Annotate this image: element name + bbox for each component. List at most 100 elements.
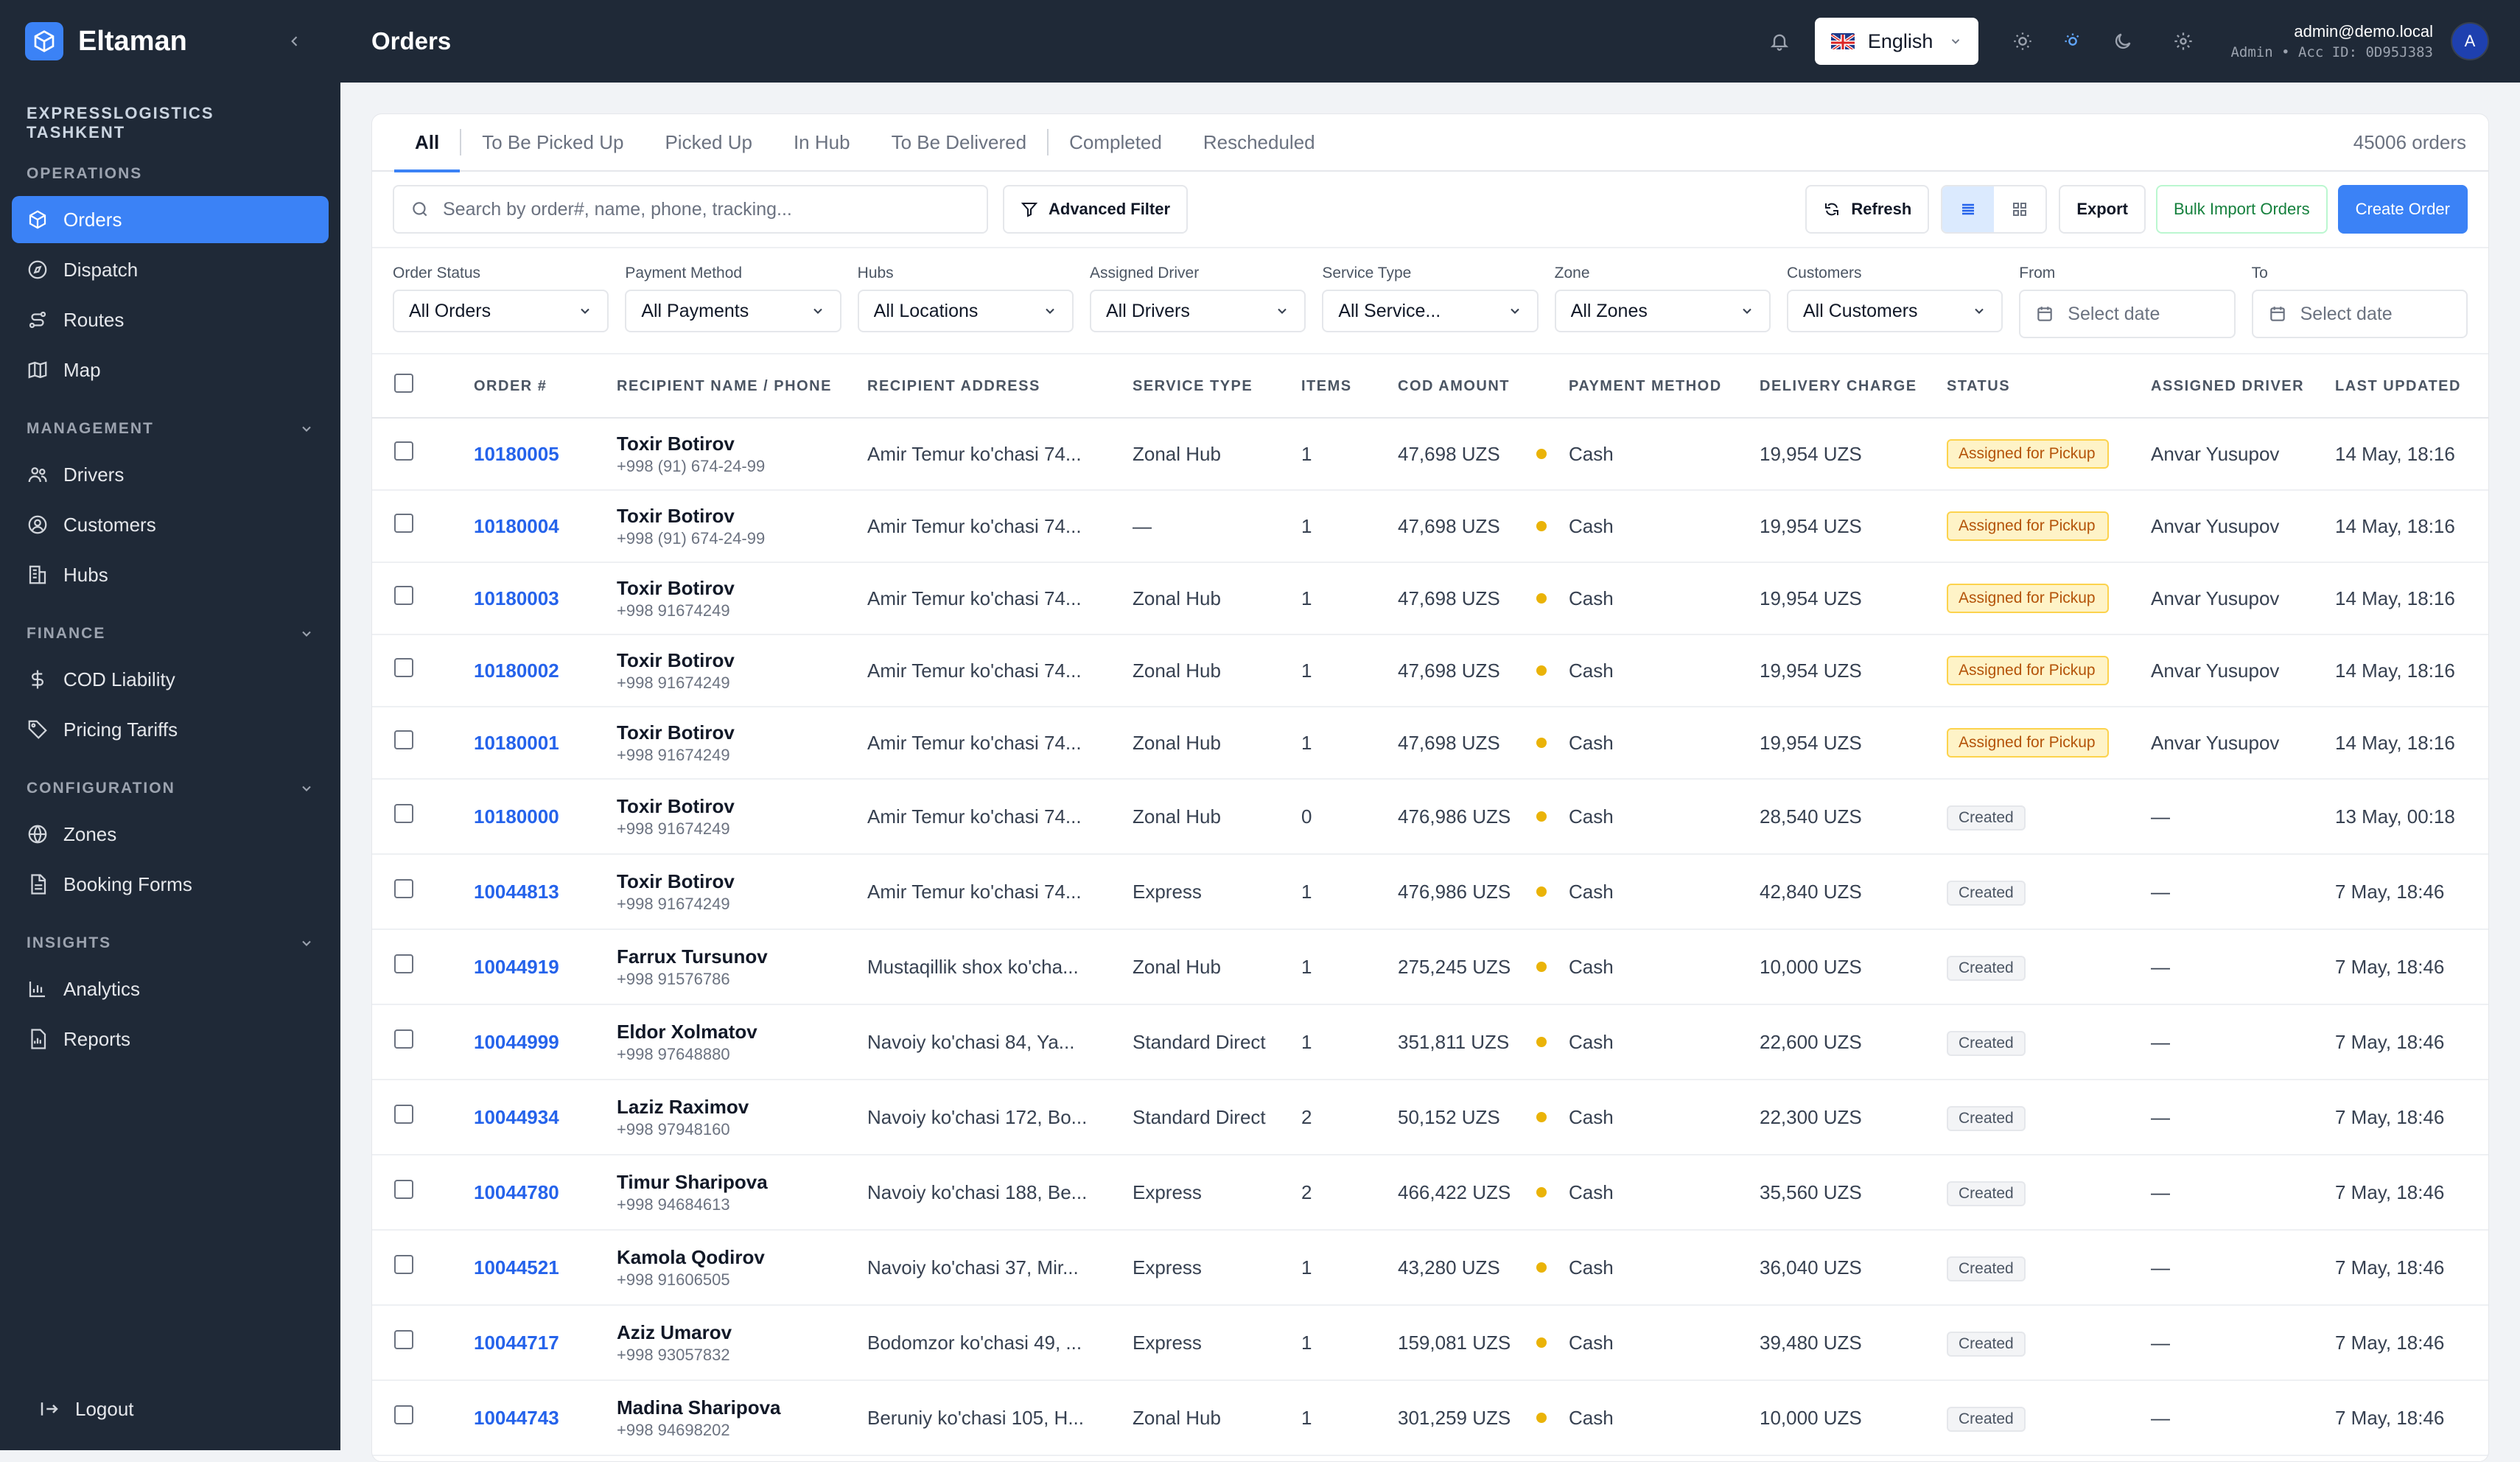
create-order-button[interactable]: Create Order — [2337, 185, 2468, 234]
table-row[interactable]: 10180001 Toxir Botirov +998 91674249 Amir T… — [372, 707, 2488, 780]
table-row[interactable]: 10180005 Toxir Botirov +998 (91) 674-24-99… — [372, 418, 2488, 491]
sidebar-item-reports[interactable]: Reports — [12, 1015, 329, 1063]
payment-method-select[interactable]: All Payments — [625, 290, 841, 332]
service-type: Express — [1125, 1305, 1294, 1381]
tab-all[interactable]: All — [394, 114, 461, 172]
sidebar-item-customers[interactable]: Customers — [12, 501, 329, 548]
user-menu[interactable]: admin@demo.local Admin • Acc ID: 0D95J38… — [2230, 22, 2489, 60]
row-checkbox[interactable] — [394, 954, 413, 973]
sidebar-item-pricing-tariffs[interactable]: Pricing Tariffs — [12, 706, 329, 753]
service-type-select[interactable]: All Service... — [1322, 290, 1539, 332]
table-row[interactable]: 10044743 Madina Sharipova +998 94698202 Ber… — [372, 1380, 2488, 1456]
sidebar-item-booking-forms[interactable]: Booking Forms — [12, 861, 329, 908]
table-row[interactable]: 10180004 Toxir Botirov +998 (91) 674-24-99… — [372, 490, 2488, 563]
from-date-input[interactable]: Select date — [2019, 290, 2236, 338]
table-row[interactable]: 10044717 Aziz Umarov +998 93057832 Bodomzor… — [372, 1305, 2488, 1381]
order-status-select[interactable]: All Orders — [393, 290, 609, 332]
order-link[interactable]: 10044934 — [474, 1106, 559, 1128]
advanced-filter-button[interactable]: Advanced Filter — [1003, 185, 1189, 234]
list-view-button[interactable] — [1942, 186, 1995, 232]
order-link[interactable]: 10180005 — [474, 443, 559, 465]
assigned-driver: Anvar Yusupov — [2143, 707, 2328, 780]
cod-status-dot — [1536, 521, 1547, 531]
export-button[interactable]: Export — [2059, 185, 2146, 234]
tab-completed[interactable]: Completed — [1069, 130, 1162, 153]
sidebar-item-cod-liability[interactable]: COD Liability — [12, 656, 329, 703]
tab-in-hub[interactable]: In Hub — [793, 130, 850, 153]
section-insights[interactable]: INSIGHTS — [0, 924, 340, 962]
order-link[interactable]: 10044813 — [474, 881, 559, 903]
row-checkbox[interactable] — [394, 1180, 413, 1199]
order-link[interactable]: 10044919 — [474, 956, 559, 978]
zone-select[interactable]: All Zones — [1554, 290, 1771, 332]
order-link[interactable]: 10180003 — [474, 587, 559, 609]
hubs-select[interactable]: All Locations — [857, 290, 1074, 332]
sidebar-item-analytics[interactable]: Analytics — [12, 965, 329, 1012]
cod-amount: 47,698 UZS — [1398, 515, 1500, 537]
order-link[interactable]: 10044743 — [474, 1407, 559, 1429]
status-cell: Created — [1939, 779, 2143, 855]
tab-picked-up[interactable]: Picked Up — [665, 130, 752, 153]
row-checkbox[interactable] — [394, 658, 413, 677]
order-link[interactable]: 10180001 — [474, 732, 559, 754]
sidebar-item-dispatch[interactable]: Dispatch — [12, 246, 329, 293]
row-checkbox[interactable] — [394, 441, 413, 461]
row-checkbox[interactable] — [394, 1029, 413, 1049]
grid-view-button[interactable] — [1994, 186, 2045, 232]
sidebar-item-orders[interactable]: Orders — [12, 196, 329, 243]
section-configuration[interactable]: CONFIGURATION — [0, 769, 340, 808]
dark-theme-button[interactable] — [2102, 21, 2143, 62]
tab-to-be-picked-up[interactable]: To Be Picked Up — [482, 130, 624, 153]
tab-rescheduled[interactable]: Rescheduled — [1203, 130, 1315, 153]
table-row[interactable]: 10180002 Toxir Botirov +998 91674249 Amir T… — [372, 634, 2488, 707]
table-row[interactable]: 10044813 Toxir Botirov +998 91674249 Amir T… — [372, 854, 2488, 930]
collapse-sidebar-button[interactable] — [281, 28, 308, 55]
avatar[interactable]: A — [2451, 22, 2489, 60]
sidebar-item-zones[interactable]: Zones — [12, 811, 329, 858]
row-checkbox[interactable] — [394, 514, 413, 533]
row-checkbox[interactable] — [394, 586, 413, 605]
sidebar-item-hubs[interactable]: Hubs — [12, 551, 329, 598]
light-theme-button[interactable] — [2002, 21, 2043, 62]
row-checkbox[interactable] — [394, 730, 413, 749]
search-input[interactable]: Search by order#, name, phone, tracking.… — [393, 185, 988, 234]
order-link[interactable]: 10044717 — [474, 1332, 559, 1354]
to-date-input[interactable]: Select date — [2251, 290, 2468, 338]
order-link[interactable]: 10180000 — [474, 805, 559, 828]
section-management[interactable]: MANAGEMENT — [0, 410, 340, 448]
order-link[interactable]: 10180004 — [474, 515, 559, 537]
row-checkbox[interactable] — [394, 1405, 413, 1424]
settings-button[interactable] — [2163, 21, 2204, 62]
row-checkbox[interactable] — [394, 1255, 413, 1274]
order-link[interactable]: 10180002 — [474, 660, 559, 682]
table-row[interactable]: 10180003 Toxir Botirov +998 91674249 Amir T… — [372, 562, 2488, 635]
bulk-import-button[interactable]: Bulk Import Orders — [2156, 185, 2328, 234]
order-link[interactable]: 10044999 — [474, 1031, 559, 1053]
assigned-driver-select[interactable]: All Drivers — [1089, 290, 1306, 332]
sidebar-item-routes[interactable]: Routes — [12, 296, 329, 343]
table-row[interactable]: 10044521 Kamola Qodirov +998 91606505 Navoi… — [372, 1230, 2488, 1306]
refresh-button[interactable]: Refresh — [1805, 185, 1930, 234]
section-finance[interactable]: FINANCE — [0, 615, 340, 653]
select-all-checkbox[interactable] — [394, 373, 413, 393]
row-checkbox[interactable] — [394, 879, 413, 898]
logout-button[interactable]: Logout — [24, 1385, 340, 1433]
customers-select[interactable]: All Customers — [1786, 290, 2003, 332]
language-select[interactable]: English — [1814, 18, 1979, 65]
table-row[interactable]: 10180000 Toxir Botirov +998 91674249 Amir T… — [372, 779, 2488, 855]
row-checkbox[interactable] — [394, 1330, 413, 1349]
order-link[interactable]: 10044521 — [474, 1256, 559, 1279]
auto-theme-button[interactable] — [2052, 21, 2093, 62]
filter-zone: Zone All Zones — [1554, 262, 1771, 353]
table-row[interactable]: 10044780 Timur Sharipova +998 94684613 Navo… — [372, 1155, 2488, 1231]
table-row[interactable]: 10044919 Farrux Tursunov +998 91576786 Must… — [372, 929, 2488, 1005]
row-checkbox[interactable] — [394, 804, 413, 823]
tab-to-be-delivered[interactable]: To Be Delivered — [891, 130, 1027, 153]
table-row[interactable]: 10044999 Eldor Xolmatov +998 97648880 Navoi… — [372, 1004, 2488, 1080]
notifications-button[interactable] — [1759, 21, 1800, 62]
table-row[interactable]: 10044934 Laziz Raximov +998 97948160 Navoiy… — [372, 1080, 2488, 1155]
row-checkbox[interactable] — [394, 1105, 413, 1124]
sidebar-item-drivers[interactable]: Drivers — [12, 451, 329, 498]
order-link[interactable]: 10044780 — [474, 1181, 559, 1203]
sidebar-item-map[interactable]: Map — [12, 346, 329, 394]
